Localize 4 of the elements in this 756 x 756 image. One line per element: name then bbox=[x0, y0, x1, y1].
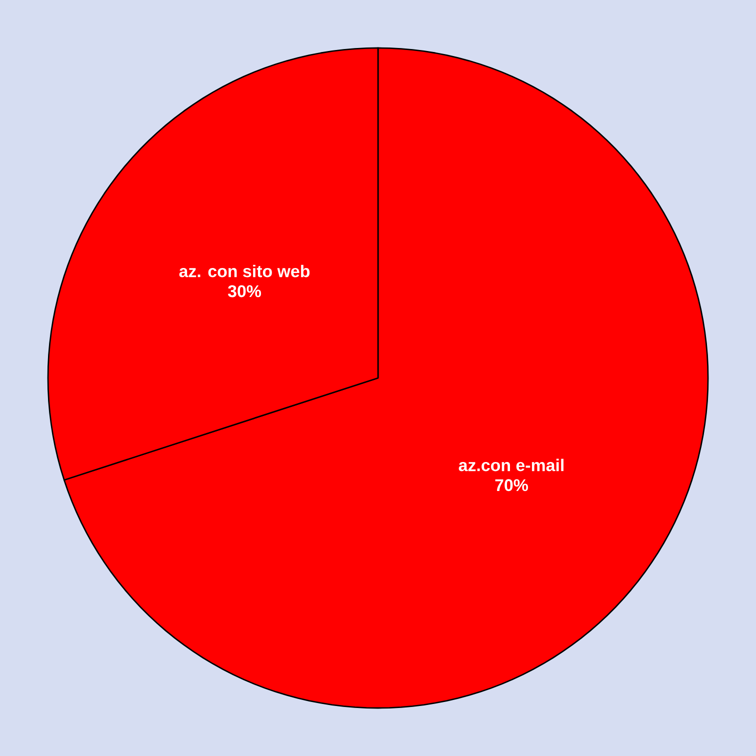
slice-label: az. con sito web bbox=[179, 264, 310, 278]
data-label: 30% bbox=[228, 285, 262, 298]
data-label: 70% bbox=[495, 479, 528, 492]
slice-label: az.con e-mail bbox=[458, 458, 564, 472]
